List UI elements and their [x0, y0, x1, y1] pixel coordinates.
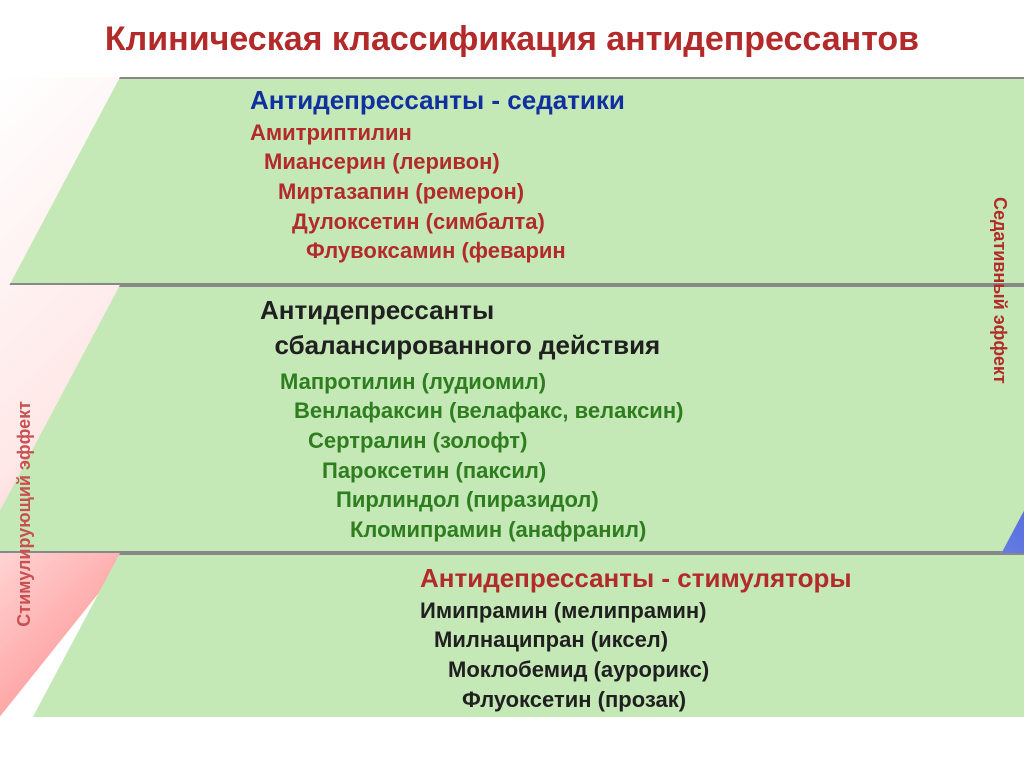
group-title: Антидепрессанты сбалансированного действ…	[260, 293, 683, 363]
side-label-left: Стимулирующий эффект	[14, 401, 35, 627]
drug-item: Миансерин (леривон)	[250, 147, 625, 177]
drug-item: Милнаципран (иксел)	[420, 625, 852, 655]
drug-item: Пирлиндол (пиразидол)	[280, 485, 683, 515]
drug-item: Флувоксамин (феварин	[250, 236, 625, 266]
drug-item: Мапротилин (лудиомил)	[280, 367, 683, 397]
drug-item: Дулоксетин (симбалта)	[250, 207, 625, 237]
group-title: Антидепрессанты - стимуляторы	[420, 561, 852, 596]
group-stimulants: Антидепрессанты - стимуляторы Имипрамин …	[420, 561, 852, 715]
drug-item: Миртазапин (ремерон)	[250, 177, 625, 207]
group-balanced: Антидепрессанты сбалансированного действ…	[280, 293, 683, 545]
drug-item: Венлафаксин (велафакс, велаксин)	[280, 396, 683, 426]
drug-item: Пароксетин (паксил)	[280, 456, 683, 486]
drug-item: Моклобемид (аурорикс)	[420, 655, 852, 685]
drug-item: Кломипрамин (анафранил)	[280, 515, 683, 545]
drug-item: Флуоксетин (прозак)	[420, 685, 852, 715]
drug-item: Сертралин (золофт)	[280, 426, 683, 456]
side-label-right: Седативный эффект	[989, 197, 1010, 384]
group-sedatives: Антидепрессанты - седатики Амитриптилин …	[250, 83, 625, 267]
diagram: Антидепрессанты - седатики Амитриптилин …	[0, 77, 1024, 717]
content-overlay: Антидепрессанты - седатики Амитриптилин …	[0, 77, 1024, 717]
page-title: Клиническая классификация антидепрессант…	[0, 0, 1024, 73]
group-title: Антидепрессанты - седатики	[250, 83, 625, 118]
drug-item: Амитриптилин	[250, 118, 625, 148]
drug-item: Имипрамин (мелипрамин)	[420, 596, 852, 626]
